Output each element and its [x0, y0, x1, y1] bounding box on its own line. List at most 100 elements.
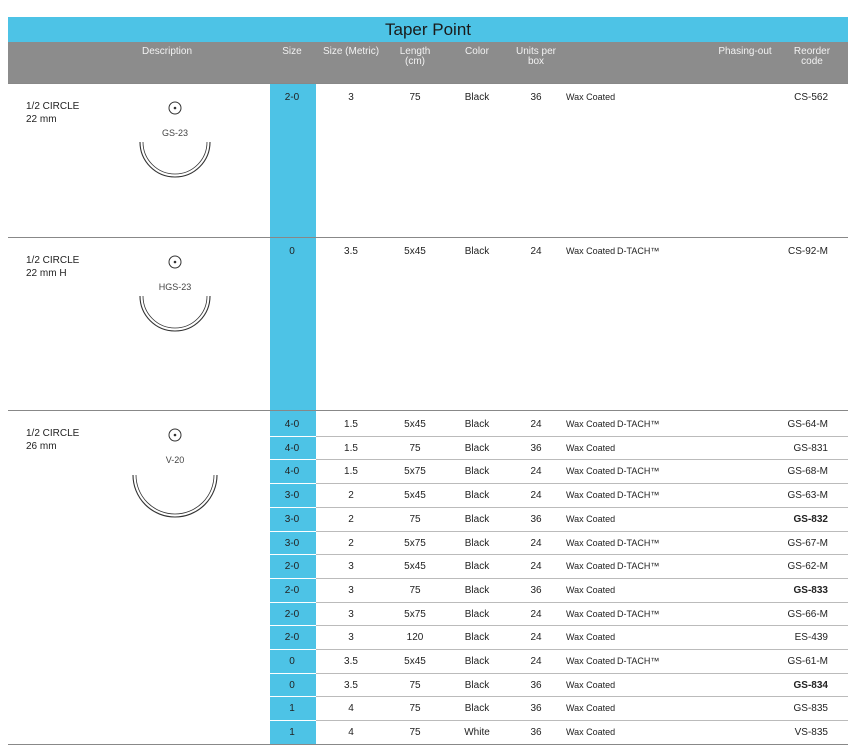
cell-units: 24	[530, 561, 542, 573]
cell-code: GS-68-M	[787, 466, 828, 478]
row-line	[316, 649, 848, 650]
column-header: Size	[282, 46, 302, 57]
needle-dot	[173, 433, 177, 437]
cell-metric: 3	[348, 561, 354, 573]
cell-color: Black	[464, 656, 490, 667]
group-label: 1/2 CIRCLE	[26, 101, 80, 112]
cell-color: Black	[464, 490, 490, 502]
needle-arc-inner	[135, 474, 215, 515]
row-line-size	[270, 483, 316, 485]
group-separator	[8, 237, 848, 238]
cell-size: 0	[289, 656, 295, 667]
row-line-size	[270, 459, 316, 461]
row-line	[316, 435, 848, 437]
cell-size: 2-0	[284, 608, 300, 620]
cell-size: 4-0	[284, 442, 300, 454]
needle-label: V-20	[166, 455, 185, 465]
cell-metric: 3	[348, 608, 354, 620]
cell-metric: 3.5	[344, 246, 358, 257]
cell-metric: 4	[348, 727, 354, 739]
cell-units: 36	[530, 727, 542, 739]
cell-metric: 2	[348, 490, 354, 502]
column-header: Units per box	[515, 46, 556, 67]
column-header: Reorder code	[793, 46, 831, 67]
needle-label: HGS-23	[159, 282, 192, 292]
group-separator	[8, 83, 848, 84]
cell-coating: Wax Coated	[566, 703, 616, 714]
group-label: 22 mm H	[26, 268, 67, 279]
cell-color: Black	[464, 537, 490, 549]
cell-dtach: D-TACH™	[617, 466, 660, 477]
cell-coating: Wax Coated	[566, 442, 616, 453]
row-line-size	[270, 530, 316, 532]
row-line	[316, 530, 848, 532]
column-header: Length (cm)	[399, 46, 431, 67]
cell-color: White	[464, 727, 490, 739]
cell-size: 2-0	[284, 584, 300, 596]
cell-units: 24	[530, 656, 542, 667]
cell-units: 24	[530, 608, 542, 620]
cell-metric: 3.5	[344, 656, 358, 667]
cell-units: 36	[530, 442, 542, 454]
cell-size: 2-0	[284, 92, 300, 103]
cell-length: 5x45	[404, 419, 426, 430]
cell-code: GS-64-M	[787, 419, 828, 430]
needle-arc-inner	[142, 295, 208, 329]
cell-code: ES-439	[794, 632, 828, 644]
cell-units: 36	[530, 679, 542, 691]
cell-color: Black	[464, 679, 490, 691]
cell-metric: 1.5	[344, 466, 358, 478]
cell-color: Black	[464, 442, 490, 454]
cell-code: GS-833	[793, 584, 828, 596]
cell-coating: Wax Coated	[566, 92, 616, 102]
cell-size: 0	[289, 679, 295, 691]
cell-color: Black	[464, 419, 490, 430]
cell-size: 3-0	[284, 490, 300, 502]
needle-label: GS-23	[162, 128, 188, 138]
cell-metric: 1.5	[344, 419, 358, 430]
row-line-size	[270, 625, 316, 627]
header-row: Description Size Size (Metric) Length (cm) C…	[8, 42, 848, 83]
row-line	[316, 696, 848, 698]
cell-code: GS-63-M	[787, 490, 828, 502]
cell-length: 75	[409, 679, 421, 691]
cell-code: VS-835	[794, 727, 828, 739]
row-line-size	[270, 601, 316, 603]
row-line-size	[270, 554, 316, 556]
cell-metric: 1.5	[344, 442, 358, 454]
cell-coating: Wax Coated	[566, 727, 616, 738]
cell-length: 75	[409, 584, 421, 596]
cell-color: Black	[464, 561, 490, 573]
cell-coating: Wax Coated	[566, 656, 616, 666]
cell-dtach: D-TACH™	[617, 246, 660, 256]
cell-coating: Wax Coated	[566, 632, 616, 643]
row-line	[316, 672, 848, 674]
cell-length: 75	[409, 513, 421, 525]
cell-metric: 3.5	[344, 679, 358, 691]
cell-dtach: D-TACH™	[617, 608, 660, 619]
needle-dot	[173, 106, 177, 110]
cell-color: Black	[464, 466, 490, 478]
cell-units: 24	[530, 246, 542, 257]
row-line-size	[270, 720, 316, 722]
cell-dtach: D-TACH™	[617, 537, 660, 548]
cell-coating: Wax Coated	[566, 584, 616, 595]
cell-coating: Wax Coated	[566, 679, 616, 690]
cell-code: GS-831	[793, 442, 828, 454]
column-header: Size (Metric)	[322, 46, 380, 57]
cell-length: 5x75	[404, 466, 426, 478]
cell-color: Black	[464, 584, 490, 596]
cell-dtach: D-TACH™	[617, 656, 660, 666]
cell-length: 5x45	[404, 656, 426, 667]
size-column	[270, 238, 316, 411]
cell-length: 75	[409, 727, 421, 739]
column-header: Phasing-out	[718, 46, 772, 57]
column-header: Color	[465, 46, 489, 57]
cell-coating: Wax Coated	[566, 246, 616, 256]
cell-size: 3-0	[284, 513, 300, 525]
group-label: 26 mm	[26, 441, 57, 452]
row-line-size	[270, 506, 316, 508]
cell-units: 24	[530, 632, 542, 644]
